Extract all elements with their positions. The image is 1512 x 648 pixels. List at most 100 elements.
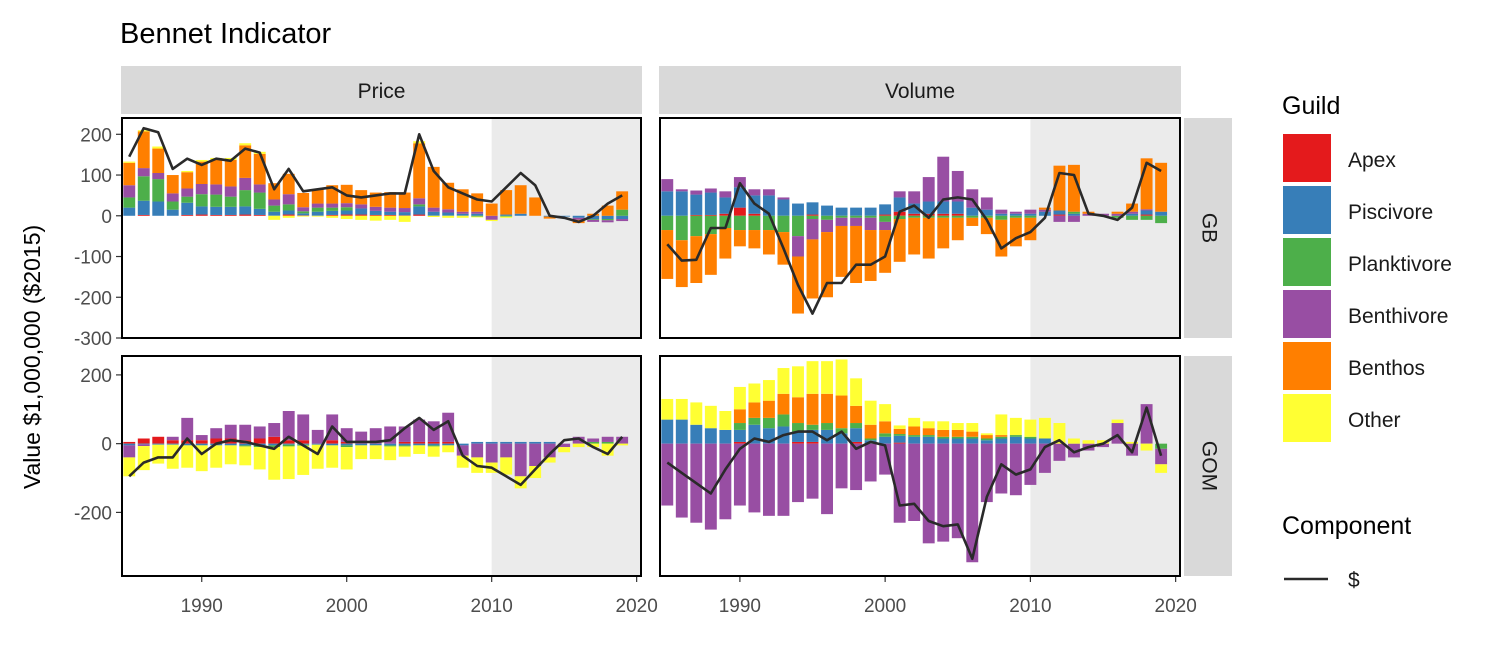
bar-planktivore-2010	[1024, 215, 1037, 218]
bar-benthivore-2002	[908, 443, 921, 521]
bar-benthivore-2016	[572, 217, 585, 220]
bar-benthivore-1990	[195, 435, 208, 441]
bar-benthos-2004	[398, 192, 411, 209]
bar-piscivore-2001	[355, 443, 368, 446]
bar-benthivore-2019	[616, 219, 629, 222]
legend-label: Other	[1348, 409, 1401, 432]
bar-benthivore-2000	[879, 221, 892, 231]
bar-apex-1999	[326, 440, 339, 444]
bar-piscivore-1997	[835, 433, 848, 444]
bar-benthivore-2000	[879, 443, 892, 475]
bar-other-2010	[485, 219, 498, 222]
bar-piscivore-2015	[558, 215, 571, 217]
bar-planktivore-1998	[850, 215, 863, 218]
plot-area: Price VolumeGBGOM2001000-100-200-3002000-…	[74, 66, 1232, 617]
bar-piscivore-1993	[239, 443, 252, 446]
bar-benthos-2011	[1038, 207, 1051, 210]
legend: Guild Apex Piscivore Planktivore Benthivore B…	[1282, 92, 1452, 592]
bar-benthivore-2001	[893, 443, 906, 523]
bar-benthivore-2004	[937, 156, 950, 202]
bar-benthivore-1986	[675, 443, 688, 518]
bar-other-2006	[427, 446, 440, 457]
bar-benthos-1991	[748, 230, 761, 249]
bar-benthivore-2001	[355, 431, 368, 444]
bar-benthivore-2003	[922, 443, 935, 544]
strip-gom: GOM	[1184, 356, 1232, 576]
bar-benthos-1996	[821, 232, 833, 298]
bar-piscivore-2004	[937, 201, 950, 214]
bar-benthos-2008	[995, 219, 1008, 257]
x-tick-label: 2010	[1009, 596, 1051, 617]
bar-benthos-1995	[806, 239, 819, 299]
bar-planktivore-2005	[951, 436, 964, 439]
bar-benthos-2010	[1024, 217, 1037, 241]
bar-benthivore-2015	[1097, 443, 1109, 448]
strip-label: GB	[1197, 213, 1220, 243]
bar-apex-1993	[239, 214, 252, 216]
bar-benthos-1994	[792, 397, 804, 424]
bar-piscivore-2009	[1009, 213, 1022, 216]
bar-apex-1988	[166, 440, 179, 444]
bar-piscivore-1989	[181, 202, 194, 215]
bar-apex-2007	[442, 441, 455, 444]
bar-piscivore-1994	[792, 203, 804, 216]
bar-benthivore-1996	[821, 219, 833, 233]
bar-piscivore-2008	[456, 213, 469, 216]
bar-apex-1994	[792, 441, 804, 444]
bar-other-2004	[937, 421, 950, 430]
bar-benthos-1986	[675, 240, 688, 288]
bar-benthos-2019	[1155, 162, 1168, 212]
bar-benthos-2007	[980, 217, 993, 235]
bar-benthos-2007	[442, 182, 455, 210]
bar-other-1995	[268, 215, 281, 220]
bar-apex-1990	[195, 440, 208, 444]
bar-benthivore-1993	[777, 197, 790, 200]
bar-planktivore-2000	[340, 207, 353, 211]
bar-benthivore-2005	[951, 443, 964, 539]
bar-other-1986	[137, 446, 150, 471]
bar-other-2008	[456, 215, 469, 218]
bar-other-2002	[369, 215, 382, 221]
bar-piscivore-2010	[1024, 213, 1037, 216]
bar-piscivore-1988	[704, 192, 717, 215]
legend-item-dollar: $	[1284, 569, 1360, 592]
bar-benthos-2013	[529, 197, 542, 216]
bars	[661, 359, 1168, 563]
bar-other-1996	[282, 446, 295, 480]
bar-piscivore-2017	[587, 215, 600, 220]
bar-benthos-2005	[951, 429, 964, 437]
bar-benthos-2003	[384, 192, 397, 208]
bar-apex-1985	[123, 441, 136, 444]
bar-benthos-2005	[951, 217, 964, 241]
bar-benthivore-1993	[239, 177, 252, 191]
x-tick-label: 2000	[326, 596, 368, 617]
bar-other-1996	[282, 215, 295, 218]
bar-planktivore-1992	[762, 215, 775, 231]
bar-piscivore-1998	[850, 207, 863, 216]
bar-planktivore-1999	[864, 215, 877, 218]
bar-benthos-1992	[762, 230, 775, 255]
bar-apex-1995	[268, 436, 281, 444]
bar-other-2012	[1053, 423, 1066, 444]
bar-benthivore-2007	[442, 209, 455, 213]
bar-other-1997	[297, 215, 310, 217]
bar-apex-2005	[951, 213, 964, 216]
bar-piscivore-2001	[893, 197, 906, 212]
bar-planktivore-2003	[922, 435, 935, 437]
y-tick-label: 100	[80, 166, 112, 187]
bar-benthos-2012	[514, 185, 527, 214]
bar-benthos-2006	[966, 431, 979, 437]
bar-other-2007	[442, 215, 455, 218]
bar-benthivore-2003	[384, 426, 397, 444]
total-value-line	[666, 161, 1162, 315]
bar-apex-1991	[210, 438, 223, 444]
bar-benthivore-1997	[835, 443, 848, 489]
bar-benthivore-1995	[806, 443, 819, 499]
bar-benthivore-2009	[471, 211, 484, 214]
strip-label: Volume	[885, 80, 955, 103]
bar-other-1994	[253, 447, 266, 470]
bar-benthivore-2008	[456, 211, 469, 214]
bar-planktivore-2004	[937, 436, 950, 439]
bar-benthivore-1991	[748, 443, 761, 513]
